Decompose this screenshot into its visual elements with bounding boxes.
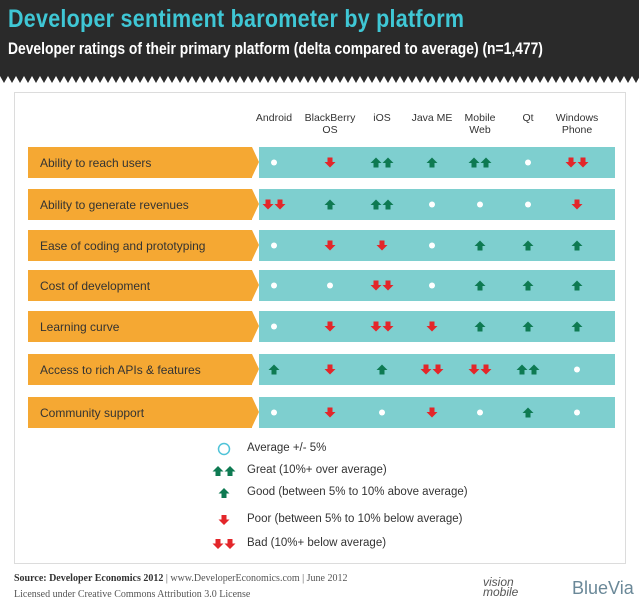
rating-average-icon <box>508 147 548 178</box>
rating-great-icon <box>362 147 402 178</box>
rating-average-icon <box>557 354 597 385</box>
rating-poor-icon <box>310 147 350 178</box>
column-header: Android <box>255 112 293 124</box>
header-bar: Developer sentiment barometer by platfor… <box>0 0 639 76</box>
rating-poor-icon <box>412 397 452 428</box>
row-label: Ease of coding and prototyping <box>28 230 252 261</box>
rating-average-icon <box>254 311 294 342</box>
rating-average-icon <box>412 230 452 261</box>
column-header: BlackBerry OS <box>304 112 356 136</box>
row-label-text: Ability to generate revenues <box>40 198 189 212</box>
rating-average-icon <box>310 270 350 301</box>
rating-average-icon <box>254 147 294 178</box>
legend-label: Great (10%+ over average) <box>247 464 387 476</box>
rating-average-icon <box>412 189 452 220</box>
legend-average-icon <box>217 442 231 456</box>
legend-bad-icon <box>212 539 236 549</box>
row-band <box>259 230 615 261</box>
row-band <box>259 270 615 301</box>
rating-poor-icon <box>412 311 452 342</box>
column-header: Windows Phone <box>555 112 599 136</box>
rating-bad-icon <box>412 354 452 385</box>
row-label: Ability to generate revenues <box>28 189 252 220</box>
row-label-notch <box>252 354 259 384</box>
rating-average-icon <box>508 189 548 220</box>
row-label-text: Access to rich APIs & features <box>40 363 201 377</box>
rating-poor-icon <box>557 189 597 220</box>
row-label-text: Ability to reach users <box>40 156 152 170</box>
rating-bad-icon <box>557 147 597 178</box>
rating-good-icon <box>557 230 597 261</box>
rating-good-icon <box>460 230 500 261</box>
rating-poor-icon <box>310 311 350 342</box>
legend-label: Poor (between 5% to 10% below average) <box>247 513 463 525</box>
row-label: Access to rich APIs & features <box>28 354 252 385</box>
legend-great-icon <box>212 466 236 476</box>
rating-good-icon <box>412 147 452 178</box>
column-header: iOS <box>373 112 391 124</box>
rating-great-icon <box>508 354 548 385</box>
rating-average-icon <box>412 270 452 301</box>
rating-good-icon <box>508 270 548 301</box>
row-label: Ability to reach users <box>28 147 252 178</box>
rating-good-icon <box>362 354 402 385</box>
row-label-text: Learning curve <box>40 320 120 334</box>
license-note: Licensed under Creative Commons Attribut… <box>14 589 251 600</box>
rating-poor-icon <box>310 230 350 261</box>
visionmobile-logo: vision mobile <box>483 575 519 599</box>
column-header: Java ME <box>411 112 453 124</box>
legend-label: Bad (10%+ below average) <box>247 537 387 549</box>
row-label-notch <box>252 311 259 341</box>
row-label-notch <box>252 230 259 260</box>
row-label-notch <box>252 147 259 177</box>
rating-good-icon <box>508 311 548 342</box>
rating-good-icon <box>557 311 597 342</box>
column-header: Mobile Web <box>464 112 496 136</box>
rating-poor-icon <box>362 230 402 261</box>
rating-average-icon <box>460 189 500 220</box>
row-label: Learning curve <box>28 311 252 342</box>
rating-average-icon <box>254 397 294 428</box>
chart-title: Developer sentiment barometer by platfor… <box>8 5 465 33</box>
rating-good-icon <box>557 270 597 301</box>
rating-average-icon <box>254 270 294 301</box>
rating-bad-icon <box>362 270 402 301</box>
rating-great-icon <box>460 147 500 178</box>
row-label: Cost of development <box>28 270 252 301</box>
rating-average-icon <box>460 397 500 428</box>
header-zigzag <box>0 76 639 83</box>
rating-good-icon <box>460 270 500 301</box>
legend-good-icon <box>218 488 230 498</box>
rating-poor-icon <box>310 354 350 385</box>
rating-average-icon <box>557 397 597 428</box>
rating-good-icon <box>254 354 294 385</box>
chart-subtitle: Developer ratings of their primary platf… <box>8 40 543 58</box>
row-label-notch <box>252 397 259 427</box>
row-label-text: Ease of coding and prototyping <box>40 239 206 253</box>
row-label-text: Community support <box>40 406 145 420</box>
legend-label: Good (between 5% to 10% above average) <box>247 486 468 498</box>
rating-poor-icon <box>310 397 350 428</box>
rating-average-icon <box>254 230 294 261</box>
rating-good-icon <box>310 189 350 220</box>
bluevia-logo: BlueVia <box>572 578 634 598</box>
row-label-notch <box>252 189 259 219</box>
row-band <box>259 189 615 220</box>
rating-good-icon <box>508 397 548 428</box>
row-label: Community support <box>28 397 252 428</box>
column-header: Qt <box>522 112 534 124</box>
rating-average-icon <box>362 397 402 428</box>
rating-bad-icon <box>460 354 500 385</box>
rating-bad-icon <box>362 311 402 342</box>
row-label-text: Cost of development <box>40 279 151 293</box>
rating-good-icon <box>460 311 500 342</box>
rating-good-icon <box>508 230 548 261</box>
rating-bad-icon <box>254 189 294 220</box>
legend-poor-icon <box>218 515 230 525</box>
source-note: Source: Developer Economics 2012 | www.D… <box>14 573 348 584</box>
legend-label: Average +/- 5% <box>247 442 327 454</box>
rating-great-icon <box>362 189 402 220</box>
row-label-notch <box>252 270 259 300</box>
